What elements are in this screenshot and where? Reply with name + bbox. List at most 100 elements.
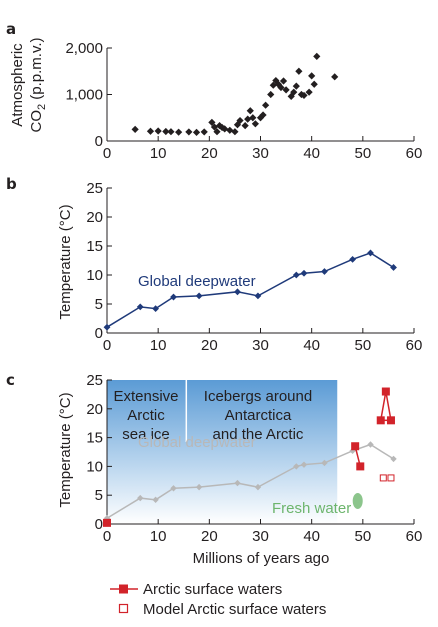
deepwater-faded-point	[300, 461, 308, 468]
deepwater-point	[321, 268, 328, 275]
co2-point	[162, 127, 170, 136]
co2-point	[308, 72, 316, 80]
arctic-point	[351, 442, 360, 451]
annotation-line: Antarctica	[225, 407, 292, 424]
co2-point	[287, 92, 295, 100]
panel-a-y-tick-label: 2,000	[65, 40, 103, 57]
panel-c-x-tick-label: 60	[406, 528, 423, 545]
panel-a-y-tick-label: 0	[95, 133, 103, 150]
deepwater-faded-point	[321, 459, 328, 467]
co2-point	[282, 86, 290, 94]
panel-b-ylabel: Temperature (°C)	[57, 204, 74, 319]
panel-b-x-tick-label: 20	[201, 337, 218, 354]
sea-ice-shading	[107, 380, 338, 524]
arctic-point	[103, 518, 111, 527]
deepwater-line	[106, 252, 394, 328]
deepwater-point	[170, 293, 177, 301]
deepwater-faded-point	[170, 485, 177, 492]
panel-a-x-tick-label: 20	[201, 145, 218, 162]
panel-b-y-tick-label: 5	[95, 296, 103, 313]
co2-point	[192, 128, 201, 136]
co2-point	[226, 126, 234, 134]
panel-c-y-tick-label: 5	[95, 487, 103, 504]
annotation-icebergs: Icebergs around Antarctica and the Arcti…	[204, 388, 312, 443]
co2-point	[331, 73, 339, 81]
panel-b-y-tick-label: 20	[86, 209, 103, 226]
panel-c-y-tick-label: 10	[86, 458, 103, 475]
co2-point	[210, 123, 219, 131]
co2-point	[185, 128, 193, 136]
deepwater-faded-point	[137, 494, 144, 502]
co2-point	[241, 122, 249, 130]
deepwater-point	[300, 269, 308, 277]
co2-point	[236, 116, 244, 125]
arctic-point	[356, 462, 365, 471]
panel-c-y-tick-label: 0	[95, 516, 103, 533]
panel-c-y-tick-label: 15	[86, 430, 103, 447]
legend-label-model: Model Arctic surface waters	[143, 601, 326, 618]
panel-c-x-tick-label: 20	[201, 528, 218, 545]
model-arctic-point	[379, 474, 387, 482]
co2-point	[175, 128, 183, 136]
panel-a-ylabel: Atmospheric CO2 (p.p.m.v.)	[9, 37, 48, 132]
co2-point	[262, 101, 270, 109]
panel-b-y-tick-label: 25	[86, 180, 103, 197]
panel-a-x-tick-label: 0	[103, 145, 111, 162]
arctic-point	[386, 416, 395, 425]
panel-b-x-tick-label: 50	[354, 337, 371, 354]
co2-point	[305, 88, 313, 96]
co2-point	[272, 76, 280, 85]
deepwater-faded-point	[293, 463, 300, 470]
arctic-line	[380, 391, 392, 421]
panel-c-x-tick-label: 50	[354, 528, 371, 545]
annotation-fresh-water: Fresh water	[272, 500, 351, 517]
panel-label-b: b	[6, 175, 17, 193]
co2-point	[259, 111, 267, 119]
deepwater-point	[390, 264, 397, 271]
co2-point	[295, 67, 303, 75]
legend-marker-arctic	[119, 584, 128, 594]
annotation-line: Icebergs around	[204, 388, 312, 405]
panel-a-x-tick-label: 30	[252, 145, 269, 162]
co2-point	[269, 81, 277, 89]
deepwater-point	[349, 255, 356, 263]
panel-a-x-tick-label: 40	[303, 145, 320, 162]
annotation-line: sea ice	[122, 426, 170, 443]
co2-point	[221, 125, 229, 133]
panel-label-a: a	[6, 20, 16, 38]
co2-point	[251, 120, 259, 128]
panel-b-x-tick-label: 30	[252, 337, 269, 354]
legend: Arctic surface waters Model Arctic surfa…	[110, 581, 326, 618]
annotation-line: and the Arctic	[213, 426, 304, 443]
deepwater-faded-point	[390, 455, 397, 463]
co2-point	[246, 107, 254, 115]
annotation-global-deepwater-c: Global deepwater	[138, 434, 256, 451]
panel-c-x-tick-label: 0	[103, 528, 111, 545]
deepwater-point	[254, 292, 262, 300]
annotation-global-deepwater-b: Global deepwater	[138, 273, 256, 290]
annotation-line: Arctic	[127, 407, 165, 424]
annotation-extensive-arctic-sea-ice: Extensive Arctic sea ice	[113, 388, 178, 443]
deepwater-faded-point	[367, 441, 374, 448]
co2-point	[249, 114, 257, 122]
legend-label-arctic: Arctic surface waters	[143, 581, 282, 598]
co2-point	[231, 128, 239, 136]
co2-point	[290, 88, 298, 96]
co2-point	[146, 127, 155, 135]
panel-a-ylabel-line2: CO2 (p.p.m.v.)	[28, 37, 48, 132]
panel-label-c: c	[6, 371, 15, 389]
annotation-line: Extensive	[113, 388, 178, 405]
deepwater-point	[292, 271, 300, 279]
panel-c-x-tick-label: 30	[252, 528, 269, 545]
deepwater-faded-point	[195, 483, 203, 491]
panel-b-x-tick-label: 10	[150, 337, 167, 354]
panel-b-x-tick-label: 60	[406, 337, 423, 354]
panel-c-x-tick-label: 40	[303, 528, 320, 545]
co2-point	[167, 128, 175, 136]
co2-point	[279, 77, 288, 85]
model-arctic-point	[387, 474, 395, 482]
panel-c-ylabel: Temperature (°C)	[57, 392, 74, 507]
deepwater-point	[136, 303, 144, 311]
